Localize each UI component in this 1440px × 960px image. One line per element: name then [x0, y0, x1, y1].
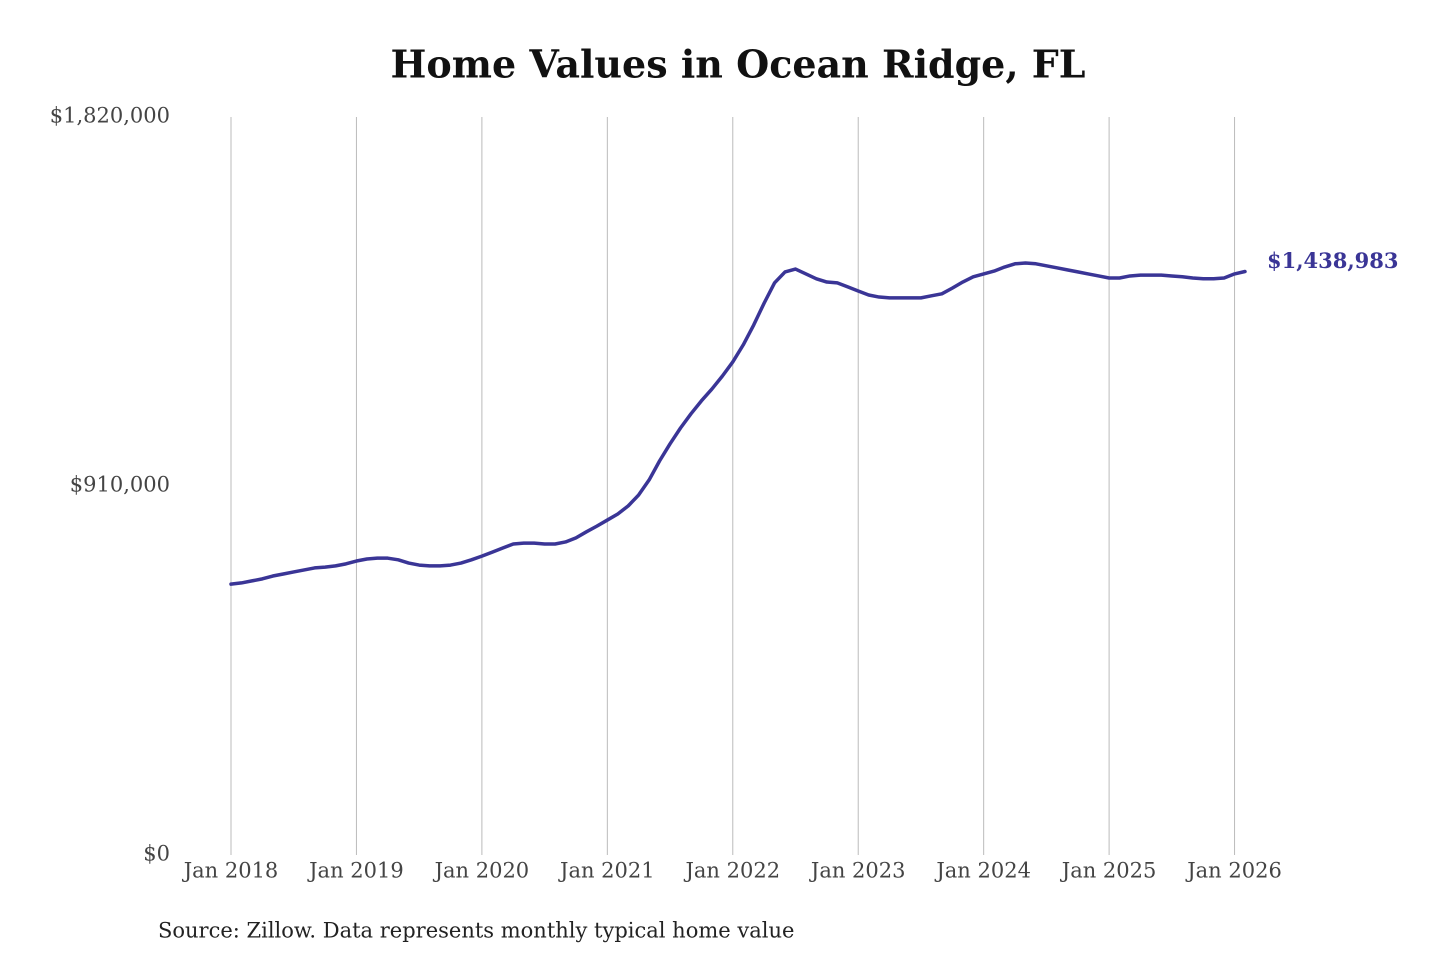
source-note: Source: Zillow. Data represents monthly … — [158, 919, 794, 943]
y-tick-label: $0 — [143, 842, 170, 866]
chart-title: Home Values in Ocean Ridge, FL — [390, 42, 1085, 87]
x-tick-label: Jan 2024 — [934, 859, 1031, 883]
x-tick-label: Jan 2022 — [683, 859, 780, 883]
line — [229, 261, 1247, 586]
x-tick-label: Jan 2023 — [809, 859, 906, 883]
x-tick-label: Jan 2021 — [558, 859, 655, 883]
y-tick-label: $1,820,000 — [50, 104, 170, 128]
x-tick-label: Jan 2025 — [1060, 859, 1157, 883]
x-tick-label: Jan 2020 — [433, 859, 530, 883]
y-tick-label: $910,000 — [70, 473, 170, 497]
x-tick-label: Jan 2019 — [307, 859, 404, 883]
x-tick-label: Jan 2026 — [1185, 859, 1282, 883]
end-value-label: $1,438,983 — [1267, 248, 1399, 273]
x-tick-label: Jan 2018 — [182, 859, 279, 883]
